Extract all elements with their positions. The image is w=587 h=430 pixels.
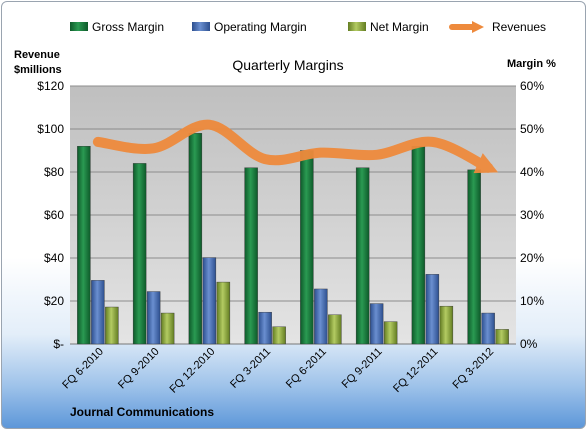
left-tick-label: $80: [44, 165, 64, 179]
bar-gross-margin: [467, 169, 481, 345]
legend-swatch-gross-margin: [70, 22, 88, 31]
legend: Gross Margin Operating Margin Net Margin…: [70, 20, 546, 34]
legend-label-operating-margin: Operating Margin: [214, 20, 307, 34]
right-axis-ticks: 0% 10% 20% 30% 40% 50% 60%: [520, 79, 544, 351]
bar-gross-margin: [132, 163, 147, 345]
left-tick-label: $20: [44, 294, 64, 308]
left-axis-title-line2: $millions: [14, 64, 62, 76]
bar-operating-margin: [369, 303, 384, 345]
x-tick-label: FQ 9-2011: [340, 346, 385, 391]
right-tick-label: 20%: [520, 251, 544, 265]
bar-gross-margin: [300, 150, 314, 345]
bar-net-margin: [272, 326, 286, 345]
left-tick-label: $100: [37, 122, 64, 136]
left-tick-label: $120: [37, 79, 64, 93]
x-tick-label: FQ 6-2010: [60, 346, 106, 392]
chart-title: Quarterly Margins: [232, 57, 343, 73]
legend-item-operating-margin: Operating Margin: [192, 20, 307, 34]
bar-gross-margin: [355, 167, 370, 345]
legend-label-gross-margin: Gross Margin: [92, 20, 164, 34]
legend-item-gross-margin: Gross Margin: [70, 20, 164, 34]
bar-gross-margin: [77, 145, 91, 345]
left-tick-label: $40: [44, 251, 64, 265]
revenue-line: [92, 119, 499, 174]
legend-label-net-margin: Net Margin: [370, 20, 429, 34]
legend-swatch-net-margin: [348, 22, 366, 31]
legend-arrow-revenues: [472, 21, 484, 33]
x-tick-label: FQ 6-2011: [284, 346, 329, 391]
x-tick-label: FQ 9-2010: [116, 346, 162, 392]
right-tick-label: 50%: [520, 122, 544, 136]
bar-gross-margin: [244, 167, 258, 345]
left-axis-ticks: $- $20 $40 $60 $80 $100 $120: [37, 79, 64, 351]
bar-net-margin: [328, 314, 342, 345]
left-tick-label: $-: [53, 337, 64, 351]
bar-operating-margin: [202, 257, 217, 345]
bar-net-margin: [105, 306, 119, 345]
legend-label-revenues: Revenues: [492, 20, 546, 34]
bar-net-margin: [160, 312, 175, 345]
x-tick-label: FQ 3-2011: [228, 346, 273, 391]
footer-company: Journal Communications: [70, 405, 214, 419]
right-tick-label: 30%: [520, 208, 544, 222]
left-tick-label: $60: [44, 208, 64, 222]
bar-operating-margin: [314, 288, 328, 345]
bar-net-margin: [439, 305, 454, 345]
bars: [77, 133, 509, 345]
bar-operating-margin: [146, 291, 161, 345]
bar-operating-margin: [481, 312, 495, 345]
right-tick-label: 60%: [520, 79, 544, 93]
bar-gross-margin: [188, 133, 203, 345]
right-tick-label: 0%: [520, 337, 538, 351]
bar-net-margin: [216, 281, 231, 345]
right-tick-label: 10%: [520, 294, 544, 308]
right-axis-title: Margin %: [507, 58, 556, 70]
bar-operating-margin: [425, 274, 440, 345]
legend-item-net-margin: Net Margin: [348, 20, 429, 34]
legend-item-revenues: Revenues: [449, 20, 546, 34]
right-tick-label: 40%: [520, 165, 544, 179]
bar-net-margin: [495, 329, 509, 345]
bar-operating-margin: [258, 311, 272, 345]
x-tick-label: FQ 12-2011: [391, 346, 440, 395]
bar-operating-margin: [91, 280, 105, 345]
revenue-line-layer: [92, 119, 499, 174]
x-axis-ticks: FQ 6-2010 FQ 9-2010 FQ 12-2010 FQ 3-2011 FQ …: [60, 346, 496, 396]
legend-swatch-operating-margin: [192, 22, 210, 31]
bar-gross-margin: [411, 145, 426, 345]
x-tick-label: FQ 3-2012: [451, 346, 497, 392]
left-axis-title-line1: Revenue: [14, 49, 60, 61]
x-tick-label: FQ 12-2010: [168, 346, 218, 396]
bar-net-margin: [383, 321, 398, 345]
